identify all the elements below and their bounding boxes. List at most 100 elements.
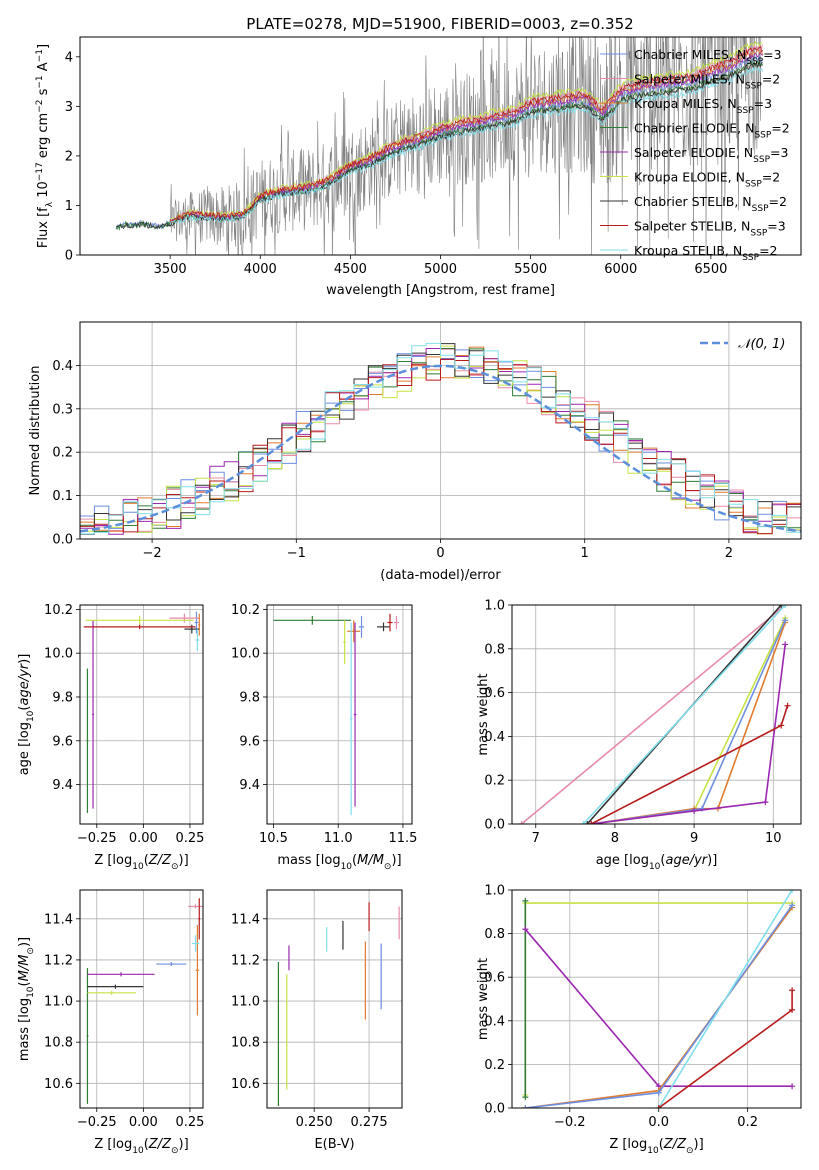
y-tick-label: 3 [65,100,73,115]
errorbar-chabrier-elodie [86,668,89,814]
plot-area-age-vs-mass [273,613,400,816]
weight-line-salpeter-miles [520,605,786,824]
axes-frame [266,604,413,825]
y-tick-label: 9.4 [52,778,73,793]
y-axis-label: mass weight [476,958,491,1040]
legend-label: Chabrier STELIB, NSSP=2 [634,194,787,214]
x-tick-label: −0.25 [77,831,117,846]
y-tick-label: 0.4 [484,730,505,745]
y-tick-label: 11.4 [231,912,260,927]
weight-marker [522,897,529,904]
x-axis-label: Z [log10(Z/Z⊙)] [94,853,188,872]
errorbar-salpeter-miles [188,904,203,909]
x-axis-label: (data-model)/error [380,568,501,583]
weight-marker [580,821,587,824]
weight-marker [584,821,591,824]
plot-area-cumulative-weight-vs-age [518,605,791,824]
weight-line-kroupa-stelib [658,890,793,1108]
x-tick-label: 2 [725,546,733,561]
y-tick-label: 4 [65,50,73,65]
model-line-salpeter-stelib [169,45,764,224]
y-tick-label: 0 [65,249,73,264]
errorbar-chabrier-stelib [377,622,390,632]
x-tick-label: 0.00 [129,1115,158,1130]
plot-area-age-vs-Z [83,611,201,814]
y-tick-label: 11.4 [44,912,73,927]
histogram-salpeter-stelib [80,358,801,535]
axes-frame [79,889,204,1109]
x-tick-label: 9 [690,831,698,846]
errorbar-salpeter-miles [393,615,400,630]
weight-marker [778,605,785,608]
x-tick-label: 0.0 [648,1115,669,1130]
x-tick-label: −0.2 [554,1115,586,1130]
weight-line-salpeter-elodie [591,644,786,824]
x-tick-label: 0.25 [175,1115,204,1130]
x-tick-label: −0.25 [77,1115,117,1130]
x-axis-label: wavelength [Angstrom, rest frame] [326,283,555,298]
axes-frame [266,889,403,1109]
x-tick-label: 0.2 [737,1115,758,1130]
y-tick-label: 0.8 [484,642,505,657]
plot-area-mass-vs-Z [86,898,203,1104]
x-tick-label: 0.250 [296,1115,333,1130]
errorbar-salpeter-elodie [353,622,357,807]
y-tick-label: 11.0 [231,995,260,1010]
errorbar-salpeter-elodie [87,972,155,977]
y-tick-label: 9.8 [239,690,260,705]
y-tick-label: 10.6 [44,1077,73,1092]
x-tick-label: 8 [611,831,619,846]
errorbar-kroupa-elodie [85,615,194,625]
x-tick-label: 3500 [154,262,187,277]
plot-area-cumulative-weight-vs-Z [522,890,796,1108]
weight-marker [762,799,769,806]
y-tick-label: 9.4 [239,778,260,793]
errorbar-chabrier-elodie [86,968,89,1104]
errorbar-kroupa-stelib [195,629,200,651]
weight-marker [789,890,796,893]
y-tick-label: 0.0 [484,1102,505,1117]
errorbar-kroupa-miles [195,924,200,1016]
axes-frame [511,889,802,1109]
weight-marker [789,902,796,909]
x-tick-label: −1 [287,546,306,561]
x-tick-label: 0 [436,546,444,561]
y-tick-label: 11.2 [44,953,73,968]
weight-marker [778,722,785,729]
weight-marker [782,617,789,624]
panel-cumulative-weight-vs-age: 7 8 9 10 0.0 0.2 0.4 0.6 0.8 1.0 age [log10(age/yr… [476,599,802,872]
errorbar-salpeter-stelib [198,898,201,940]
y-axis-label: Flux [fλ 10−17 erg cm−2 s−1 A−1] [35,44,55,248]
y-tick-label: 0.2 [484,774,505,789]
errorbar-salpeter-stelib [83,624,196,630]
weight-line-chabrier-miles [591,619,786,824]
legend: Chabrier MILES, NSSP=3 Salpeter MILES, NS… [600,47,790,263]
y-tick-label: 0.0 [52,533,73,548]
errorbar-kroupa-elodie [343,620,346,665]
y-tick-label: 0.0 [484,818,505,833]
errorbar-kroupa-elodie [87,990,136,995]
y-axis-label: age [log10(age/yr)] [17,654,36,776]
y-tick-label: 0.2 [484,1058,505,1073]
x-axis-label: Z [log10(Z/Z⊙)] [94,1137,188,1156]
weight-line-kroupa-miles [591,622,786,824]
weight-marker [522,1094,529,1101]
legend-label: Salpeter MILES, NSSP=2 [634,72,780,92]
y-axis-label: Normed distribution [28,366,43,496]
errorbar-salpeter-elodie [92,620,94,809]
x-tick-label: −2 [143,546,162,561]
model-line-kroupa-stelib [169,66,764,226]
y-tick-label: 2 [65,149,73,164]
x-tick-label: 6500 [694,262,727,277]
y-tick-label: 0.6 [484,971,505,986]
y-tick-label: 0.4 [52,359,73,374]
y-tick-label: 9.8 [52,690,73,705]
errorbar-salpeter-stelib [387,613,393,632]
errorbar-kroupa-miles [347,620,361,643]
weight-marker [784,702,791,709]
legend-label: Chabrier MILES, NSSP=3 [634,47,782,67]
weight-marker [789,987,796,994]
x-tick-label: 1 [581,546,589,561]
legend-label: 𝒩(0, 1) [738,337,785,352]
y-tick-label: 0.1 [52,489,73,504]
